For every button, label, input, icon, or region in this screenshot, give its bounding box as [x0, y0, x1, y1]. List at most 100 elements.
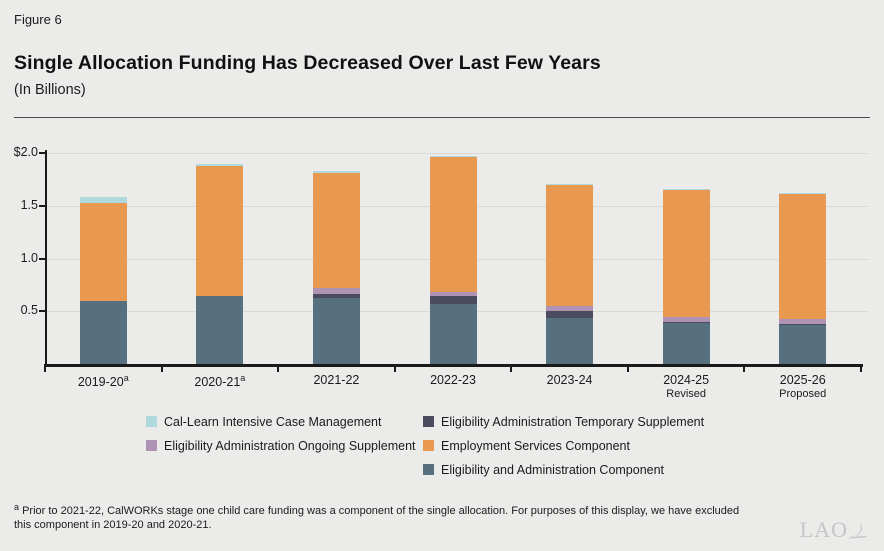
bar-segment-eligibility-administration-temporary-supplement — [546, 311, 594, 318]
legend-swatch-icon — [423, 464, 434, 475]
bar-segment-eligibility-administration-ongoing-supplement — [779, 318, 827, 324]
x-category-superscript: a — [240, 373, 246, 383]
bar-2021-22 — [312, 170, 360, 364]
bar-segment-eligibility-and-administration-component — [662, 322, 710, 364]
bar-2024-25 — [662, 188, 710, 364]
legend-item: Employment Services Component — [423, 438, 704, 453]
legend-swatch-icon — [146, 440, 157, 451]
y-axis-label: 1.5 — [20, 197, 38, 212]
lao-logo-text: LAO — [799, 517, 848, 542]
legend-label: Eligibility and Administration Component — [441, 462, 665, 477]
x-category-label: 2022-23 — [395, 373, 511, 387]
x-category-year: 2025-26 — [779, 373, 826, 387]
figure-title: Single Allocation Funding Has Decreased … — [14, 52, 601, 74]
legend-swatch-icon — [146, 416, 157, 427]
footnote: a Prior to 2021-22, CalWORKs stage one c… — [14, 500, 756, 532]
legend-label: Eligibility Administration Ongoing Suppl… — [164, 438, 416, 453]
y-axis-line — [45, 150, 47, 367]
x-category-label: 2020-21a — [162, 373, 278, 389]
legend-item: Eligibility and Administration Component — [423, 462, 704, 477]
x-axis-tick — [743, 367, 746, 372]
bar-2020-21 — [196, 163, 244, 364]
y-axis-tick — [39, 310, 45, 313]
footnote-text: Prior to 2021-22, CalWORKs stage one chi… — [14, 505, 740, 531]
legend-label: Eligibility Administration Temporary Sup… — [441, 414, 705, 429]
x-axis-tick — [860, 367, 862, 372]
bar-segment-eligibility-and-administration-component — [779, 324, 827, 364]
lao-logo: LAO — [800, 517, 868, 543]
bar-segment-cal-learn-intensive-case-management — [662, 188, 710, 190]
bar-2019-20 — [79, 197, 127, 364]
legend-label: Cal-Learn Intensive Case Management — [164, 414, 382, 429]
x-category-label: 2025-26 Proposed — [745, 373, 861, 400]
y-axis-label: 0.5 — [20, 303, 38, 318]
x-category-year: 2019-20a — [77, 373, 129, 390]
figure-number: Figure 6 — [14, 12, 62, 27]
bar-segment-cal-learn-intensive-case-management — [312, 170, 360, 174]
legend-column: Cal-Learn Intensive Case Management Eligi… — [146, 414, 416, 462]
bar-segment-eligibility-administration-ongoing-supplement — [312, 288, 360, 295]
bar-segment-employment-services-component — [79, 202, 127, 301]
legend-swatch-icon — [423, 416, 434, 427]
bar-segment-cal-learn-intensive-case-management — [429, 156, 477, 158]
legend-column: Eligibility Administration Temporary Sup… — [423, 414, 704, 486]
bar-segment-cal-learn-intensive-case-management — [79, 197, 127, 203]
x-category-year: 2023-24 — [546, 373, 593, 387]
bar-segment-eligibility-and-administration-component — [196, 296, 244, 364]
y-axis-label: 1.0 — [20, 250, 38, 265]
bar-segment-eligibility-and-administration-component — [79, 300, 127, 364]
y-axis-label: $2.0 — [13, 145, 38, 159]
bar-2023-24 — [546, 183, 594, 364]
bar-2022-23 — [429, 156, 477, 364]
x-category-label: 2023-24 — [512, 373, 628, 387]
legend-swatch-icon — [423, 440, 434, 451]
x-category-superscript: a — [123, 373, 129, 383]
legend-item: Eligibility Administration Temporary Sup… — [423, 414, 704, 429]
x-axis-tick — [510, 367, 513, 372]
x-axis-tick — [277, 367, 280, 372]
x-axis-tick — [393, 367, 396, 372]
bar-segment-eligibility-administration-ongoing-supplement — [429, 292, 477, 297]
bar-segment-employment-services-component — [546, 184, 594, 306]
header-divider — [14, 117, 870, 118]
x-category-year: 2024-25 — [663, 373, 710, 387]
bar-segment-eligibility-administration-temporary-supplement — [312, 294, 360, 298]
x-category-year: 2021-22 — [313, 373, 360, 387]
x-category-sublabel: Revised — [666, 388, 707, 400]
bar-segment-employment-services-component — [429, 157, 477, 293]
bar-segment-cal-learn-intensive-case-management — [196, 163, 244, 166]
bar-segment-employment-services-component — [196, 165, 244, 297]
footnote-marker: a — [14, 502, 20, 512]
y-axis-tick — [39, 257, 45, 260]
bar-segment-eligibility-and-administration-component — [429, 303, 477, 364]
legend-label: Employment Services Component — [441, 438, 630, 453]
x-category-label: 2021-22 — [278, 373, 394, 387]
bar-segment-eligibility-and-administration-component — [546, 317, 594, 364]
bar-segment-cal-learn-intensive-case-management — [546, 183, 594, 185]
bar-segment-eligibility-administration-ongoing-supplement — [662, 316, 710, 322]
x-category-year: 2022-23 — [430, 373, 476, 387]
x-category-label: 2024-25 Revised — [628, 373, 744, 400]
bar-segment-eligibility-administration-temporary-supplement — [779, 323, 827, 325]
bar-segment-eligibility-administration-ongoing-supplement — [546, 305, 594, 312]
figure-subtitle: (In Billions) — [14, 82, 86, 98]
bar-2025-26 — [779, 193, 827, 364]
bar-segment-employment-services-component — [312, 173, 360, 289]
x-category-sublabel: Proposed — [779, 388, 827, 400]
bar-segment-cal-learn-intensive-case-management — [779, 193, 827, 195]
x-category-year: 2020-21a — [194, 373, 246, 390]
bar-segment-eligibility-administration-temporary-supplement — [662, 321, 710, 323]
y-gridline — [45, 153, 868, 154]
bar-segment-employment-services-component — [662, 189, 710, 317]
x-axis-tick — [626, 367, 629, 372]
lao-logo-swoosh-icon — [846, 520, 868, 545]
x-axis-tick — [160, 367, 163, 372]
bar-segment-eligibility-and-administration-component — [312, 297, 360, 364]
x-axis-tick — [44, 367, 46, 372]
x-axis-line — [44, 364, 863, 367]
legend-item: Eligibility Administration Ongoing Suppl… — [146, 438, 416, 453]
x-category-label: 2019-20a — [45, 373, 161, 389]
bar-segment-employment-services-component — [779, 194, 827, 319]
